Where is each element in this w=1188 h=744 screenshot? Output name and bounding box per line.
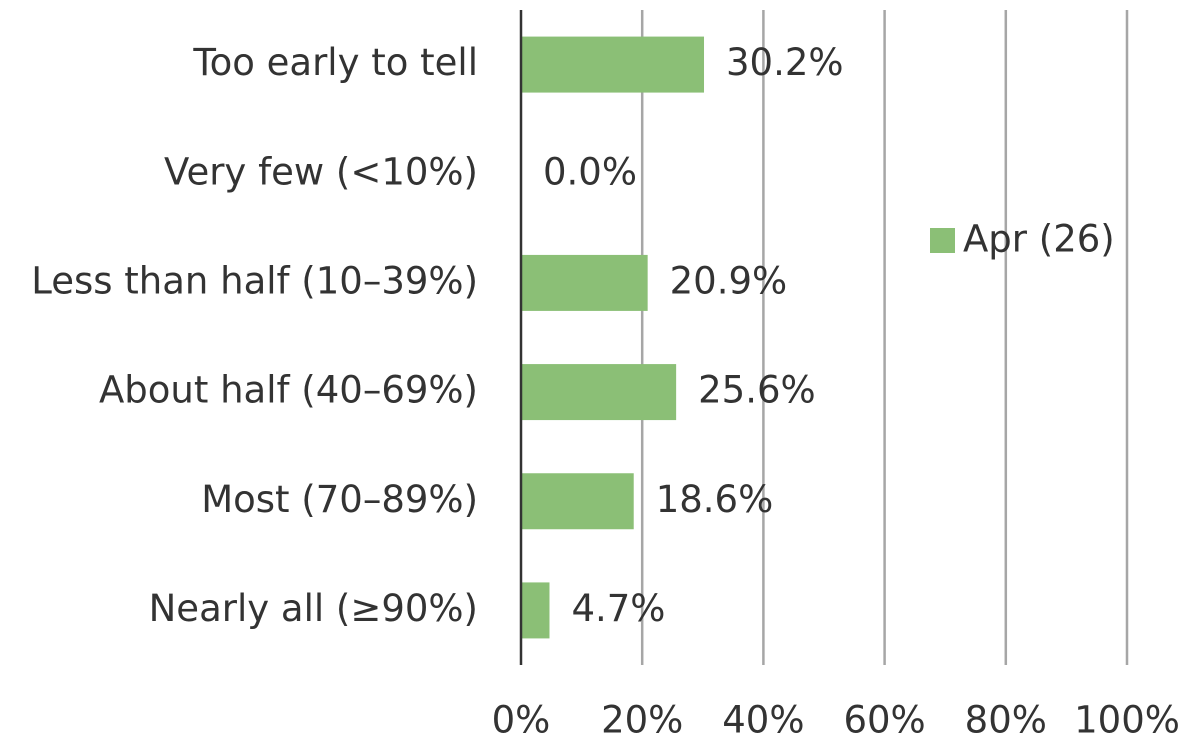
- data-label: 4.7%: [571, 587, 665, 630]
- data-label: 20.9%: [670, 259, 788, 302]
- bar: [521, 364, 677, 421]
- x-tick-label: 0%: [492, 699, 551, 742]
- x-tick-label: 80%: [965, 699, 1047, 742]
- category-label: About half (40–69%): [99, 369, 478, 412]
- x-tick-label: 100%: [1074, 699, 1180, 742]
- x-tick-label: 60%: [843, 699, 925, 742]
- category-label: Nearly all (≥90%): [149, 587, 478, 630]
- bar: [521, 36, 705, 93]
- data-label: 18.6%: [656, 478, 774, 521]
- x-tick-label: 40%: [722, 699, 804, 742]
- bar: [521, 582, 550, 639]
- legend-label: Apr (26): [963, 218, 1115, 261]
- data-label: 25.6%: [698, 369, 816, 412]
- legend-swatch: [930, 228, 955, 253]
- category-label: Too early to tell: [192, 41, 478, 84]
- bar: [521, 473, 634, 530]
- category-label: Less than half (10–39%): [31, 259, 478, 302]
- category-label: Most (70–89%): [201, 478, 478, 521]
- category-label: Very few (<10%): [164, 150, 478, 193]
- data-label: 0.0%: [543, 150, 637, 193]
- x-tick-label: 20%: [601, 699, 683, 742]
- data-label: 30.2%: [726, 41, 844, 84]
- bar: [521, 254, 648, 311]
